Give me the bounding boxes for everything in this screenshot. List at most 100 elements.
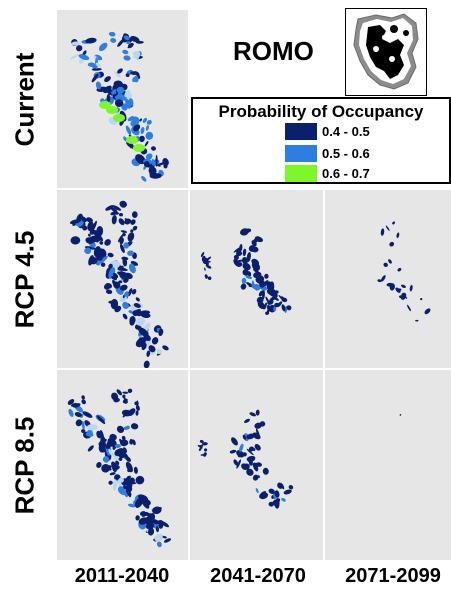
habitat-patch [117, 234, 124, 243]
map-title: ROMO [233, 36, 314, 66]
habitat-patch [151, 146, 156, 151]
habitat-patch [162, 535, 167, 539]
map-rcp85-2011-2040 [57, 370, 188, 560]
row-label-rcp45: RCP 4.5 [9, 230, 40, 328]
habitat-patch [122, 409, 129, 418]
habitat-patch [406, 304, 412, 312]
habitat-patch [91, 73, 99, 83]
habitat-patch [140, 312, 151, 319]
habitat-patch [69, 54, 79, 60]
habitat-patch [248, 245, 256, 252]
habitat-patch [122, 232, 126, 237]
habitat-patch [380, 228, 385, 236]
habitat-patch [233, 459, 239, 466]
habitat-patch [133, 466, 138, 474]
habitat-patch [123, 242, 130, 249]
habitat-patch [145, 522, 155, 530]
habitat-patch [146, 350, 151, 357]
habitat-patch [126, 141, 136, 150]
habitat-patch [123, 35, 130, 41]
habitat-patch [81, 420, 85, 430]
habitat-patch [135, 154, 146, 165]
habitat-patch [396, 232, 400, 238]
habitat-patch [140, 127, 145, 134]
habitat-patch [111, 276, 117, 281]
habitat-patch [102, 456, 110, 463]
habitat-patch [240, 285, 247, 288]
habitat-patch [262, 290, 265, 300]
habitat-patch [98, 438, 107, 446]
habitat-patch [155, 154, 158, 167]
habitat-patch [244, 463, 250, 469]
habitat-patch [116, 389, 123, 396]
habitat-patch [233, 247, 241, 253]
habitat-patch [111, 215, 117, 225]
habitat-patch [99, 241, 104, 245]
habitat-patch [82, 411, 93, 418]
habitat-patch [420, 297, 423, 301]
habitat-patch [398, 288, 402, 291]
habitat-patch [122, 447, 128, 453]
habitat-patch [255, 462, 262, 467]
habitat-patch [250, 446, 256, 452]
habitat-patch [114, 443, 121, 449]
habitat-patch [155, 526, 160, 533]
map-rcp45-2071-2099 [325, 190, 451, 368]
habitat-patch [110, 207, 118, 213]
habitat-patch [269, 295, 278, 302]
habitat-patch [255, 409, 260, 416]
habitat-patch [128, 263, 136, 274]
habitat-patch [124, 291, 129, 298]
habitat-patch [108, 480, 113, 485]
habitat-patch [239, 443, 244, 453]
habitat-patch [147, 527, 155, 536]
habitat-patch [107, 252, 114, 258]
legend-swatch [285, 145, 317, 162]
habitat-patch [154, 533, 164, 542]
map-rcp45-2011-2040 [57, 190, 188, 368]
habitat-patch-high [126, 136, 138, 144]
habitat-patch [111, 392, 119, 401]
habitat-patch [112, 212, 120, 215]
habitat-patch [143, 360, 150, 368]
habitat-patch [134, 71, 140, 77]
habitat-patch [269, 281, 275, 292]
habitat-patch [278, 295, 284, 300]
habitat-patch [99, 430, 104, 440]
habitat-patch [273, 306, 277, 312]
habitat-patch [125, 484, 133, 493]
habitat-patch [108, 449, 115, 457]
habitat-patch [145, 131, 154, 140]
habitat-patch [126, 425, 130, 430]
habitat-patch [162, 158, 169, 166]
legend-label: 0.6 - 0.7 [322, 166, 370, 181]
legend: Probability of Occupancy 0.4 - 0.5 0.5 -… [191, 97, 451, 184]
habitat-patch [424, 308, 431, 315]
habitat-patch [96, 252, 103, 261]
habitat-patch [135, 297, 140, 302]
habitat-patch [116, 425, 125, 433]
habitat-patch [262, 467, 269, 475]
habitat-patch [99, 42, 108, 52]
habitat-patch [106, 94, 111, 103]
habitat-patch [119, 296, 124, 302]
habitat-patch [397, 267, 402, 272]
habitat-patch [251, 261, 260, 271]
habitat-patch [119, 212, 123, 217]
map-current-2011-2040 [57, 10, 188, 188]
habitat-patch [127, 288, 133, 297]
habitat-patch [125, 461, 133, 473]
habitat-patch [129, 316, 136, 325]
habitat-patch [242, 434, 247, 440]
habitat-patch [241, 277, 247, 285]
habitat-patch [122, 301, 129, 309]
habitat-patch [274, 302, 280, 308]
habitat-patch [122, 391, 129, 394]
habitat-patch [253, 271, 262, 279]
habitat-patch [95, 62, 101, 67]
habitat-patch [101, 465, 108, 470]
habitat-patch [78, 54, 90, 61]
habitat-patch [395, 287, 401, 293]
habitat-patch [135, 515, 140, 521]
habitat-patch [119, 237, 124, 245]
